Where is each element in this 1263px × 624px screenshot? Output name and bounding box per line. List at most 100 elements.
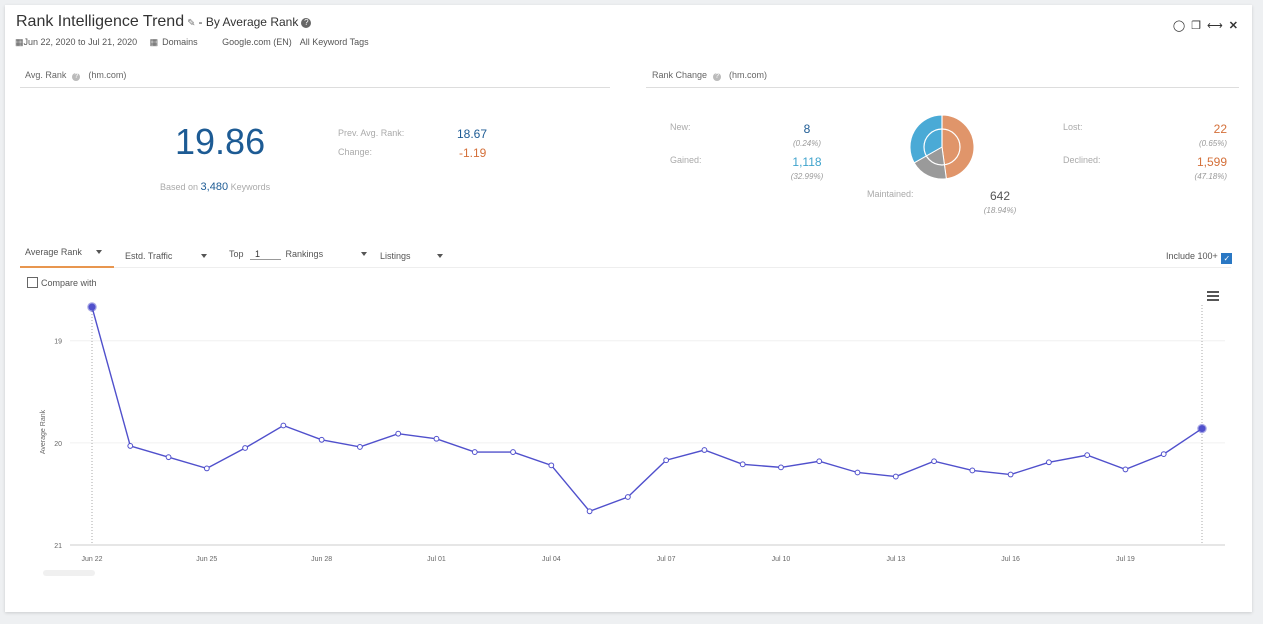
data-point[interactable]: [280, 422, 287, 429]
domains-icon: ▦: [149, 37, 159, 47]
prev-avg-value: 18.67: [457, 127, 488, 141]
date-range[interactable]: Jun 22, 2020 to Jul 21, 2020: [23, 37, 138, 47]
data-point[interactable]: [892, 473, 899, 480]
data-point[interactable]: [165, 454, 172, 461]
tags-filter[interactable]: All Keyword Tags: [299, 37, 369, 47]
prev-avg-label: Prev. Avg. Rank:: [338, 128, 405, 138]
new-pct: (0.24%): [792, 139, 821, 148]
rankings-dropdown[interactable]: Rankings: [286, 249, 368, 259]
close-icon[interactable]: ✕: [1228, 20, 1238, 32]
data-point[interactable]: [433, 435, 440, 442]
data-point[interactable]: [471, 449, 478, 455]
declined-label: Declined:: [1063, 155, 1101, 165]
data-point[interactable]: [1007, 471, 1014, 478]
x-tick-label: Jul 04: [542, 556, 561, 563]
data-point[interactable]: [778, 464, 784, 471]
data-point[interactable]: [1084, 452, 1091, 459]
data-point[interactable]: [1122, 466, 1129, 473]
avg-rank-domain: (hm.com): [88, 70, 127, 80]
copy-icon[interactable]: ❐: [1191, 20, 1201, 32]
data-point[interactable]: [586, 508, 593, 515]
series-line: [91, 306, 1203, 513]
widget-title: Rank Intelligence Trend: [16, 13, 185, 30]
data-point[interactable]: [395, 430, 402, 437]
average-rank-line-chart: 19 20 21 Jun 22 Jun 25 Jun 28 Jul 01 Jul 04 Jul…: [40, 302, 1225, 563]
change-label: Change:: [338, 147, 373, 157]
x-tick-label: Jun 28: [311, 556, 332, 563]
y-axis-label: Average Rank: [40, 409, 47, 454]
tab-traffic-label: Estd. Traffic: [125, 251, 173, 261]
data-point[interactable]: [87, 302, 97, 312]
chevron-down-icon: [437, 254, 444, 258]
maintained-label: Maintained:: [867, 189, 914, 199]
compare-with-checkbox[interactable]: [27, 277, 38, 288]
data-point[interactable]: [816, 458, 823, 465]
data-point[interactable]: [931, 458, 937, 465]
data-point[interactable]: [1197, 423, 1207, 434]
chevron-down-icon: [200, 254, 207, 258]
chevron-down-icon: [361, 252, 368, 256]
comment-icon[interactable]: ◯: [1172, 20, 1186, 32]
include-100-toggle[interactable]: Include 100+ ✓: [1166, 251, 1235, 264]
data-point[interactable]: [663, 457, 670, 464]
x-tick-label: Jul 16: [1001, 556, 1020, 563]
include-100-checkbox[interactable]: ✓: [1221, 253, 1233, 264]
maintained-pct: (18.94%): [983, 206, 1017, 215]
data-point[interactable]: [701, 447, 708, 453]
data-point[interactable]: [318, 436, 325, 443]
data-point[interactable]: [510, 449, 516, 455]
top-rankings-control: Top 1 Rankings: [229, 249, 368, 260]
gained-value: 1,118: [792, 155, 822, 169]
chart-menu-icon[interactable]: [1207, 291, 1219, 301]
gained-pct: (32.99%): [790, 172, 824, 181]
chart-scrollbar[interactable]: [43, 570, 95, 576]
data-point[interactable]: [242, 445, 249, 451]
rank-change-donut: [909, 114, 975, 180]
avg-rank-help-icon[interactable]: ?: [72, 73, 81, 81]
rank-change-header: Rank Change? (hm.com): [652, 70, 767, 81]
domains-filter[interactable]: Domains: [162, 37, 198, 47]
new-label: New:: [670, 122, 691, 132]
top-input[interactable]: 1: [250, 249, 282, 260]
rankings-label: Rankings: [285, 249, 324, 259]
edit-title-icon[interactable]: ✎: [187, 18, 196, 29]
data-point[interactable]: [548, 462, 555, 469]
tab-average-rank[interactable]: Average Rank: [20, 247, 114, 268]
x-tick-label: Jul 19: [1116, 556, 1135, 563]
tabs-divider: [114, 267, 1231, 268]
help-icon[interactable]: ?: [301, 18, 312, 28]
change-value: -1.19: [459, 146, 487, 160]
calendar-icon: ▦: [15, 37, 24, 47]
x-tick-label: Jul 13: [886, 556, 905, 563]
declined-pct: (47.18%): [1194, 172, 1227, 181]
expand-icon[interactable]: ⟷: [1207, 20, 1223, 32]
tab-average-rank-label: Average Rank: [25, 247, 82, 257]
compare-with-label: Compare with: [41, 278, 97, 288]
y-tick-label: 20: [54, 441, 62, 448]
data-point[interactable]: [854, 469, 861, 476]
data-point[interactable]: [739, 461, 746, 468]
avg-rank-value: 19.86: [175, 121, 266, 162]
donut-segment-declined[interactable]: [941, 114, 975, 180]
data-point[interactable]: [127, 443, 134, 449]
rank-change-label: Rank Change: [652, 70, 708, 80]
rank-change-divider: [646, 87, 1239, 88]
new-value: 8: [803, 122, 811, 136]
data-point[interactable]: [624, 494, 631, 500]
data-point[interactable]: [203, 465, 210, 472]
data-point[interactable]: [357, 444, 363, 450]
listings-label: Listings: [380, 251, 411, 261]
rank-trend-panel: Rank Intelligence Trend ✎ - By Average Ran…: [5, 5, 1252, 612]
data-point[interactable]: [1160, 451, 1167, 458]
data-point[interactable]: [1045, 459, 1052, 466]
keywords-count[interactable]: 3,480: [200, 181, 229, 193]
x-tick-label: Jun 25: [196, 556, 217, 563]
data-point[interactable]: [969, 467, 976, 474]
engine-filter[interactable]: Google.com (EN): [222, 37, 292, 47]
rank-change-help-icon[interactable]: ?: [713, 73, 722, 81]
based-on-prefix: Based on: [160, 182, 199, 192]
compare-with-toggle[interactable]: Compare with: [27, 277, 97, 288]
donut-segment-maintained[interactable]: [913, 146, 947, 180]
tab-traffic[interactable]: Estd. Traffic: [125, 251, 207, 261]
listings-dropdown[interactable]: Listings: [380, 251, 444, 261]
